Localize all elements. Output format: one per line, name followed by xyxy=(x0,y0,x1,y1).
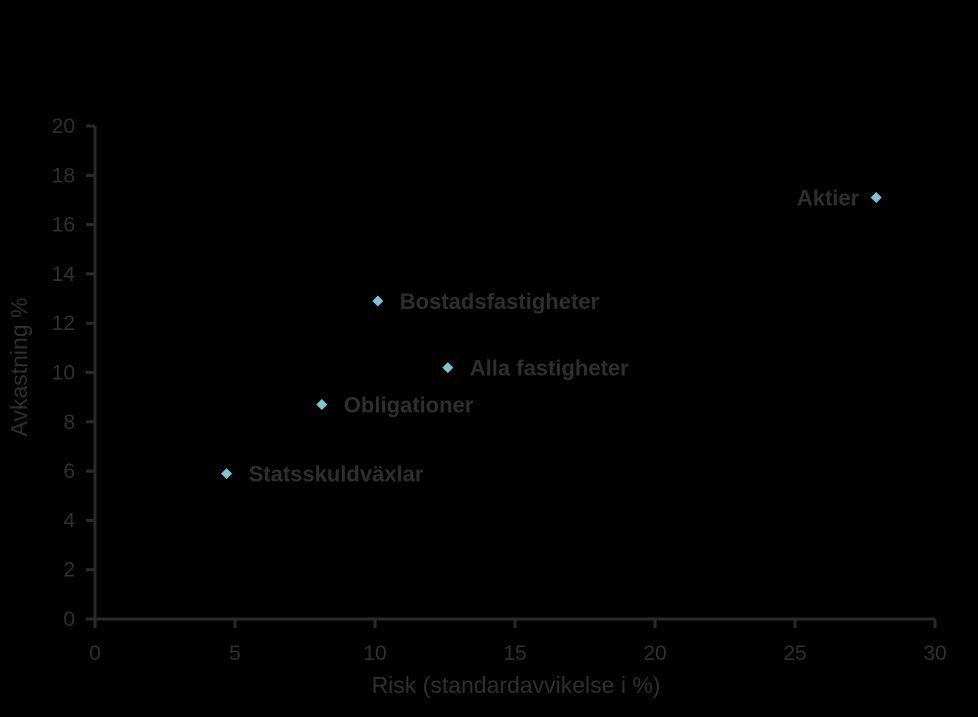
y-tick-label: 2 xyxy=(63,559,75,582)
y-tick-label: 12 xyxy=(52,312,75,335)
x-tick-label: 5 xyxy=(229,642,241,665)
x-tick-label: 0 xyxy=(89,642,101,665)
y-tick-label: 20 xyxy=(52,115,75,138)
y-tick-label: 6 xyxy=(63,460,75,483)
y-tick-label: 4 xyxy=(63,509,75,532)
data-point-label: Obligationer xyxy=(344,393,474,418)
x-tick-label: 20 xyxy=(643,642,666,665)
data-point xyxy=(870,191,882,203)
y-axis-title: Avkastning % xyxy=(6,298,32,437)
y-tick-label: 18 xyxy=(52,164,75,187)
data-point xyxy=(316,399,328,411)
x-axis-title: Risk (standardavvikelse i %) xyxy=(372,672,661,698)
y-tick-label: 8 xyxy=(63,411,75,434)
data-point-label: Aktier xyxy=(797,185,860,210)
x-tick-label: 10 xyxy=(363,642,386,665)
x-tick-label: 30 xyxy=(923,642,946,665)
y-tick-label: 14 xyxy=(52,263,76,286)
x-tick-label: 15 xyxy=(503,642,526,665)
y-tick-label: 0 xyxy=(63,608,75,631)
y-tick-label: 10 xyxy=(52,362,75,385)
y-tick-label: 16 xyxy=(52,214,75,237)
data-points: Statsskuldväxlar Obligationer Bostadsfasti… xyxy=(221,185,882,487)
data-point xyxy=(442,362,454,374)
data-point xyxy=(372,295,384,307)
data-point xyxy=(221,468,233,480)
data-point-label: Bostadsfastigheter xyxy=(400,289,600,314)
data-point-label: Alla fastigheter xyxy=(470,356,629,381)
data-point-label: Statsskuldväxlar xyxy=(249,462,424,487)
x-tick-label: 25 xyxy=(783,642,806,665)
ticks: 0 2 4 6 8 10 12 14 16 18 20 0 5 10 15 20 25 30 xyxy=(52,115,947,665)
